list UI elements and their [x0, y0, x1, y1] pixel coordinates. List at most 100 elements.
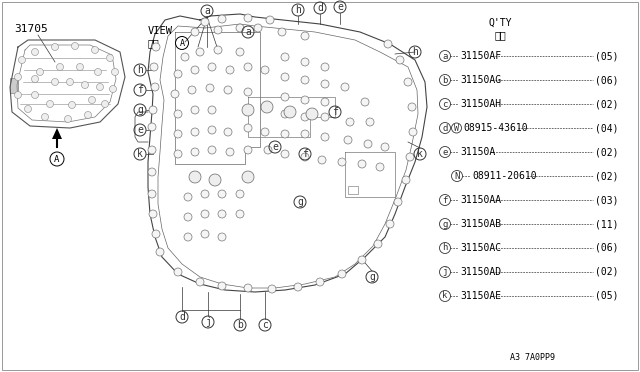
Circle shape	[376, 163, 384, 171]
Text: (02): (02)	[595, 267, 618, 277]
Text: g: g	[442, 219, 448, 228]
Circle shape	[111, 68, 118, 76]
Text: j: j	[442, 267, 448, 276]
Circle shape	[261, 66, 269, 74]
Circle shape	[278, 28, 286, 36]
Polygon shape	[52, 128, 62, 139]
Circle shape	[31, 48, 38, 55]
Circle shape	[281, 110, 289, 118]
Circle shape	[218, 15, 226, 23]
Circle shape	[321, 98, 329, 106]
Text: h: h	[412, 47, 418, 57]
Circle shape	[224, 86, 232, 94]
Circle shape	[95, 68, 102, 76]
Circle shape	[201, 18, 209, 26]
Circle shape	[284, 106, 296, 118]
Text: 08915-43610: 08915-43610	[463, 123, 528, 133]
Circle shape	[184, 213, 192, 221]
Bar	[348, 186, 358, 194]
Text: (06): (06)	[595, 243, 618, 253]
Circle shape	[408, 103, 416, 111]
Text: 31150AA: 31150AA	[461, 195, 502, 205]
Circle shape	[268, 285, 276, 293]
Circle shape	[152, 230, 160, 238]
Circle shape	[321, 133, 329, 141]
Circle shape	[236, 48, 244, 56]
Circle shape	[148, 123, 156, 131]
Circle shape	[316, 278, 324, 286]
Circle shape	[191, 106, 199, 114]
Circle shape	[201, 230, 209, 238]
Circle shape	[242, 171, 254, 183]
Circle shape	[106, 55, 113, 61]
Circle shape	[409, 128, 417, 136]
Circle shape	[208, 126, 216, 134]
Circle shape	[84, 112, 92, 119]
Circle shape	[236, 24, 244, 32]
Circle shape	[51, 44, 58, 51]
Circle shape	[301, 96, 309, 104]
Circle shape	[266, 16, 274, 24]
Circle shape	[31, 76, 38, 83]
Text: 矢視: 矢視	[148, 38, 160, 48]
Circle shape	[151, 83, 159, 91]
Circle shape	[281, 73, 289, 81]
Circle shape	[196, 48, 204, 56]
Text: h: h	[295, 5, 301, 15]
Circle shape	[102, 100, 109, 108]
Bar	[10, 78, 18, 93]
Circle shape	[68, 102, 76, 109]
Text: (05): (05)	[595, 51, 618, 61]
Circle shape	[209, 174, 221, 186]
Circle shape	[109, 86, 116, 93]
Circle shape	[224, 128, 232, 136]
Circle shape	[402, 176, 410, 184]
Circle shape	[236, 210, 244, 218]
Circle shape	[36, 68, 44, 76]
Circle shape	[218, 190, 226, 198]
Circle shape	[341, 83, 349, 91]
Circle shape	[226, 148, 234, 156]
Circle shape	[97, 83, 104, 90]
Circle shape	[189, 171, 201, 183]
Circle shape	[281, 130, 289, 138]
Text: 31705: 31705	[14, 24, 48, 34]
Circle shape	[406, 153, 414, 161]
Circle shape	[174, 150, 182, 158]
Circle shape	[301, 76, 309, 84]
Circle shape	[201, 190, 209, 198]
Text: (02): (02)	[595, 99, 618, 109]
Text: h: h	[442, 244, 448, 253]
Circle shape	[218, 210, 226, 218]
Circle shape	[191, 28, 199, 36]
Circle shape	[244, 284, 252, 292]
Circle shape	[261, 101, 273, 113]
Circle shape	[15, 92, 22, 99]
Circle shape	[301, 113, 309, 121]
Circle shape	[171, 90, 179, 98]
Circle shape	[148, 146, 156, 154]
Circle shape	[244, 14, 252, 22]
Text: A3 7A0PP9: A3 7A0PP9	[510, 353, 555, 362]
Text: k: k	[137, 149, 143, 159]
Circle shape	[244, 146, 252, 154]
Text: d: d	[442, 124, 448, 132]
Circle shape	[174, 110, 182, 118]
Text: k: k	[417, 149, 423, 159]
Circle shape	[358, 160, 366, 168]
Circle shape	[264, 146, 272, 154]
Text: 31150AG: 31150AG	[461, 75, 502, 85]
Circle shape	[218, 233, 226, 241]
Circle shape	[174, 70, 182, 78]
Circle shape	[364, 140, 372, 148]
Circle shape	[244, 63, 252, 71]
Text: VIEW: VIEW	[148, 26, 173, 36]
Text: A: A	[54, 154, 60, 164]
Text: c: c	[262, 320, 268, 330]
Text: 31150AB: 31150AB	[461, 219, 502, 229]
Text: a: a	[442, 51, 448, 61]
Circle shape	[361, 98, 369, 106]
Circle shape	[42, 113, 49, 121]
Circle shape	[148, 190, 156, 198]
Circle shape	[386, 220, 394, 228]
